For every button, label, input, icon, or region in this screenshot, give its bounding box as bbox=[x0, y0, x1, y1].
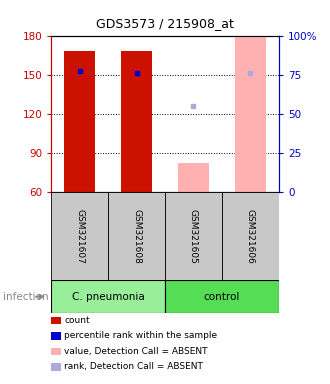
Text: GSM321607: GSM321607 bbox=[75, 209, 84, 263]
Bar bbox=[108, 192, 165, 280]
Text: GSM321606: GSM321606 bbox=[246, 209, 255, 263]
Text: control: control bbox=[204, 291, 240, 302]
Text: infection: infection bbox=[3, 291, 49, 302]
Bar bbox=[178, 164, 209, 192]
Text: value, Detection Call = ABSENT: value, Detection Call = ABSENT bbox=[64, 347, 208, 356]
Bar bbox=[51, 280, 165, 313]
Text: C. pneumonia: C. pneumonia bbox=[72, 291, 145, 302]
Text: count: count bbox=[64, 316, 90, 325]
Bar bbox=[64, 51, 95, 192]
Bar bbox=[121, 51, 152, 192]
Text: GDS3573 / 215908_at: GDS3573 / 215908_at bbox=[96, 17, 234, 30]
Bar bbox=[51, 363, 61, 371]
Bar bbox=[51, 192, 108, 280]
Bar bbox=[235, 36, 266, 192]
Bar bbox=[51, 348, 61, 355]
Bar bbox=[51, 332, 61, 340]
Bar bbox=[165, 280, 279, 313]
Text: GSM321608: GSM321608 bbox=[132, 209, 141, 263]
Bar bbox=[51, 317, 61, 324]
Bar bbox=[222, 192, 279, 280]
Text: GSM321605: GSM321605 bbox=[189, 209, 198, 263]
Text: percentile rank within the sample: percentile rank within the sample bbox=[64, 331, 217, 341]
Text: rank, Detection Call = ABSENT: rank, Detection Call = ABSENT bbox=[64, 362, 203, 371]
Bar bbox=[165, 192, 222, 280]
